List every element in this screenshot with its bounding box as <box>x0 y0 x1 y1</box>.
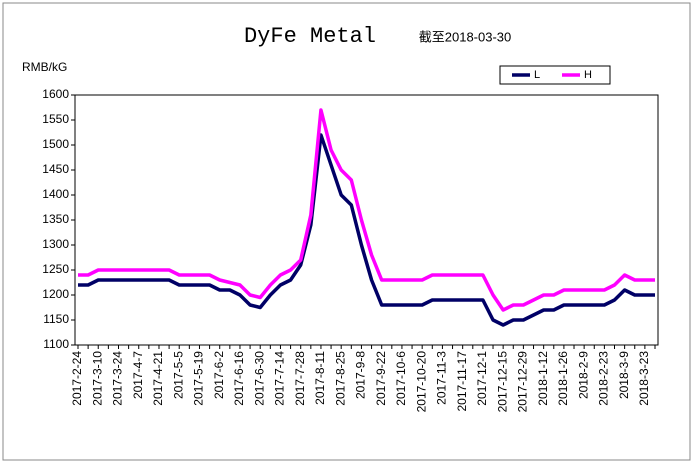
x-tick-label: 2018-2-23 <box>597 351 611 406</box>
x-tick-label: 2017-11-17 <box>455 351 469 412</box>
x-tick-label: 2017-10-6 <box>394 351 408 406</box>
x-tick-label: 2017-9-8 <box>354 351 368 399</box>
y-tick-label: 1600 <box>42 87 69 101</box>
series-line <box>78 108 655 312</box>
x-tick-label: 2017-7-28 <box>293 351 307 406</box>
x-tick-label: 2017-6-2 <box>212 351 226 399</box>
y-axis-label: RMB/kG <box>22 60 67 74</box>
y-tick-label: 1500 <box>42 137 69 151</box>
x-tick-label: 2017-12-29 <box>516 351 530 413</box>
legend-label: L <box>534 69 540 81</box>
x-tick-label: 2017-6-30 <box>252 351 266 406</box>
x-tick-label: 2017-6-16 <box>232 351 246 406</box>
x-tick-label: 2017-4-21 <box>151 351 165 406</box>
y-tick-label: 1150 <box>43 312 69 326</box>
x-tick-label: 2017-10-20 <box>414 351 428 413</box>
x-tick-label: 2017-3-24 <box>111 351 125 406</box>
x-tick-label: 2018-1-26 <box>556 351 570 406</box>
y-tick-label: 1100 <box>43 337 69 351</box>
x-tick-label: 2017-12-1 <box>475 351 489 406</box>
y-tick-label: 1350 <box>42 212 69 226</box>
legend <box>499 65 611 85</box>
x-tick-label: 2017-7-14 <box>273 351 287 406</box>
x-tick-label: 2017-11-3 <box>435 351 449 405</box>
legend-label: H <box>584 69 592 81</box>
x-tick-label: 2017-8-25 <box>333 351 347 406</box>
y-tick-label: 1400 <box>42 187 69 201</box>
chart-subtitle: 截至2018-03-30 <box>419 29 512 44</box>
x-tick-label: 2017-4-7 <box>131 351 145 399</box>
x-tick-label: 2017-3-10 <box>90 351 104 406</box>
x-tick-label: 2018-1-12 <box>536 351 550 406</box>
y-tick-label: 1250 <box>42 262 69 276</box>
y-tick-label: 1450 <box>42 162 69 176</box>
x-tick-label: 2018-3-23 <box>637 351 651 406</box>
x-tick-label: 2017-5-19 <box>192 351 206 406</box>
x-tick-label: 2018-3-9 <box>617 351 631 399</box>
x-tick-label: 2017-5-5 <box>171 351 185 399</box>
x-tick-label: 2017-9-22 <box>374 351 388 406</box>
y-tick-label: 1550 <box>42 112 69 126</box>
x-tick-label: 2017-12-15 <box>495 351 509 413</box>
y-tick-label: 1200 <box>42 287 69 301</box>
y-tick-label: 1300 <box>42 237 69 251</box>
series-line <box>78 133 655 327</box>
x-tick-label: 2018-2-9 <box>576 351 590 399</box>
x-tick-label: 2017-8-11 <box>313 351 327 405</box>
chart-title: DyFe Metal <box>244 24 376 49</box>
x-tick-label: 2017-2-24 <box>70 351 84 406</box>
